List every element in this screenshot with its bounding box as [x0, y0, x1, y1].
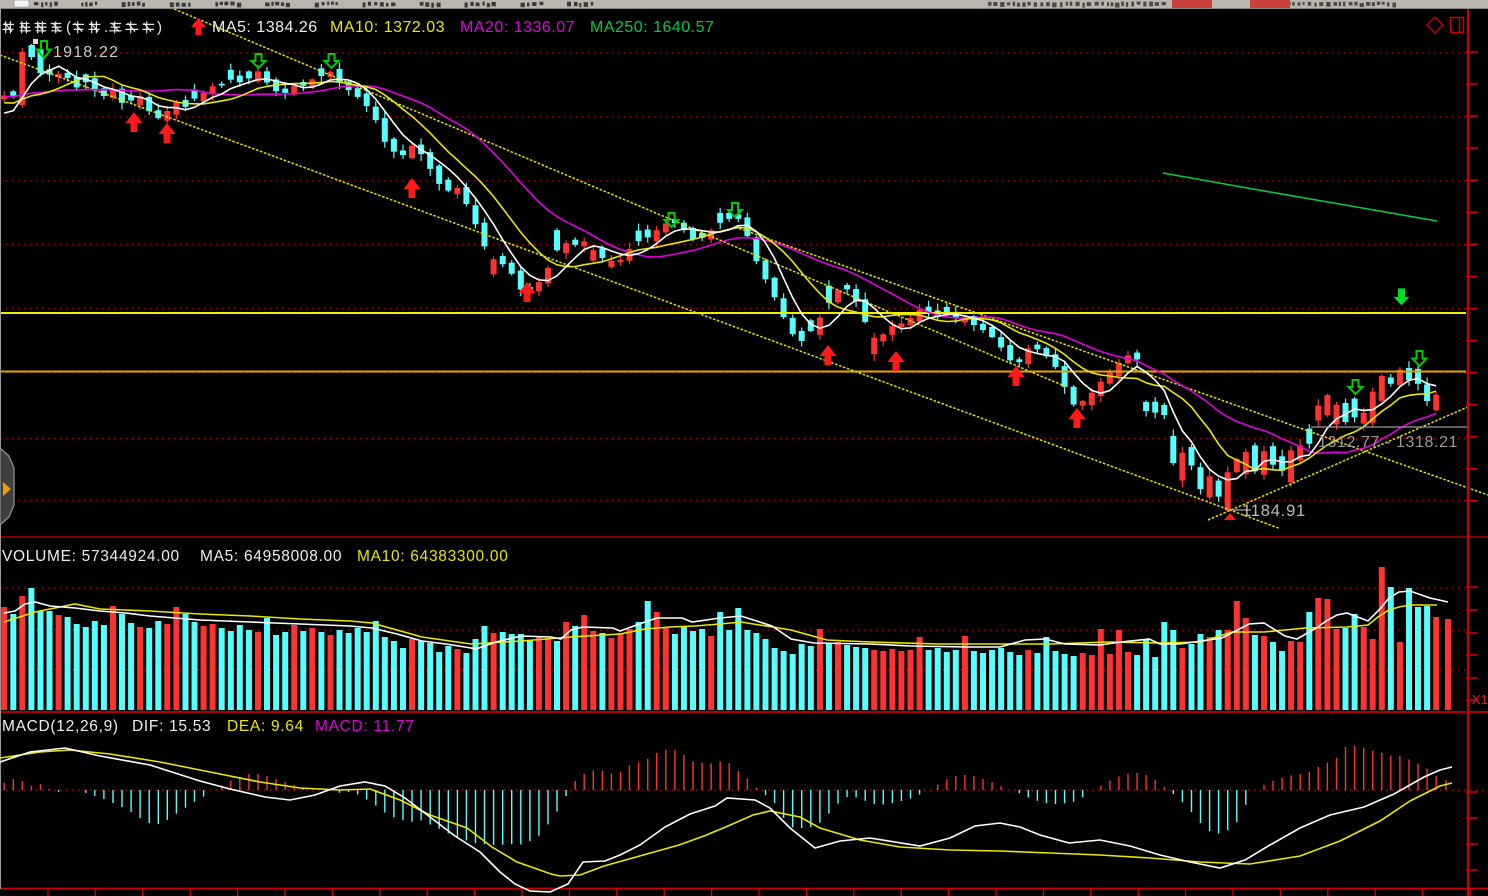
svg-text:X1: X1: [1472, 692, 1488, 707]
svg-text:MACD: 11.77: MACD: 11.77: [315, 718, 415, 735]
svg-text:(: (: [66, 19, 71, 36]
svg-text:.: .: [104, 19, 108, 36]
svg-text:1312.77 - 1318.21: 1312.77 - 1318.21: [1318, 434, 1458, 451]
svg-text:MA10: 64383300.00: MA10: 64383300.00: [357, 548, 509, 565]
svg-text:1918.22: 1918.22: [53, 44, 119, 61]
svg-text:MA20: 1336.07: MA20: 1336.07: [460, 19, 575, 36]
svg-text:MA10: 1372.03: MA10: 1372.03: [330, 19, 445, 36]
svg-text:VOLUME: 57344924.00: VOLUME: 57344924.00: [2, 548, 180, 565]
svg-text:DEA: 9.64: DEA: 9.64: [227, 718, 304, 735]
svg-text:): ): [157, 19, 162, 36]
svg-text:MA250: 1640.57: MA250: 1640.57: [590, 19, 714, 36]
svg-text:MACD(12,26,9): MACD(12,26,9): [2, 718, 119, 735]
svg-text:1184.91: 1184.91: [1242, 502, 1306, 520]
svg-text:DIF: 15.53: DIF: 15.53: [132, 718, 211, 735]
svg-text:MA5: 64958008.00: MA5: 64958008.00: [200, 548, 342, 565]
svg-text:MA5: 1384.26: MA5: 1384.26: [212, 19, 318, 36]
